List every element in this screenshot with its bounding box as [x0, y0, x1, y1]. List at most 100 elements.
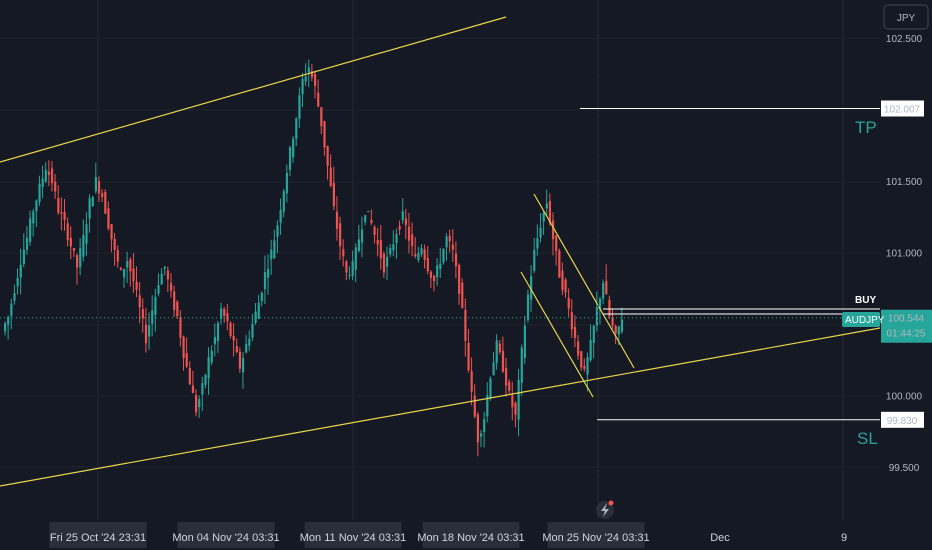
candle-body: [461, 282, 464, 308]
candle-body: [339, 223, 342, 247]
candle-body: [91, 197, 94, 207]
price-tick: 101.500: [886, 177, 923, 188]
candle-body: [301, 78, 304, 95]
candle-body: [254, 311, 257, 324]
candle-body: [88, 198, 91, 219]
countdown-tag: 01:44:25: [887, 329, 926, 340]
candles: [4, 59, 624, 457]
candle-body: [276, 225, 279, 237]
candle-body: [536, 238, 539, 249]
candle-body: [429, 271, 433, 278]
candle-body: [50, 168, 54, 184]
candle-body: [542, 212, 545, 222]
candle-body: [10, 303, 13, 316]
symbol-tag: AUDJPY: [845, 315, 885, 326]
candle-body: [144, 324, 148, 344]
candle-body: [279, 210, 282, 223]
time-label: Mon 11 Nov '24 03:31: [300, 532, 406, 544]
candle-body: [166, 270, 170, 280]
candle-body: [417, 253, 420, 261]
candle-body: [13, 293, 16, 301]
candle-body: [539, 227, 542, 238]
candle-body: [508, 382, 511, 391]
last-price-tag: 100.544: [888, 314, 925, 325]
candle-body: [608, 299, 611, 317]
buy-label: BUY: [855, 295, 876, 306]
candle-body: [473, 395, 476, 417]
candle-body: [304, 76, 307, 82]
sl-label: SL: [857, 429, 878, 448]
candle-body: [4, 323, 7, 332]
candle-body: [489, 378, 492, 398]
candle-body: [16, 277, 19, 287]
candle-body: [157, 285, 160, 294]
candle-body: [392, 244, 395, 251]
candle-body: [423, 249, 426, 260]
lightning-icon[interactable]: [596, 500, 614, 520]
candle-body: [232, 336, 235, 341]
candle-body: [351, 261, 354, 277]
candle-body: [154, 296, 157, 315]
candle-body: [138, 295, 141, 308]
candle-body: [592, 325, 595, 344]
candle-body: [182, 336, 185, 359]
level-tag-bg: [881, 100, 924, 117]
candle-body: [22, 249, 25, 264]
candle-body: [204, 375, 207, 385]
candle-body: [573, 326, 577, 338]
candle-body: [586, 357, 589, 375]
candle-body: [564, 279, 567, 293]
candle-body: [577, 341, 580, 356]
candle-body: [401, 211, 404, 221]
price-axis[interactable]: JPY 102.500 102.007 101.500 101.000 100.544 01…: [880, 0, 932, 520]
candle-body: [614, 325, 617, 334]
candle-body: [611, 317, 614, 326]
candle-body: [216, 323, 220, 341]
candle-body: [97, 181, 101, 194]
candle-body: [398, 225, 401, 230]
candle-body: [19, 264, 22, 278]
candle-body: [176, 301, 179, 317]
candle-body: [113, 238, 116, 250]
candle-body: [226, 313, 229, 322]
candle-body: [570, 312, 573, 330]
time-label: 9: [841, 532, 847, 544]
candle-body: [135, 281, 138, 291]
candle-body: [104, 191, 107, 214]
upper-channel-line: [0, 16, 507, 163]
candle-body: [292, 138, 295, 158]
candle-body: [132, 268, 135, 282]
candle-body: [220, 308, 223, 319]
candle-body: [310, 71, 314, 78]
candle-body: [386, 256, 389, 267]
level-tag: 99.830: [887, 416, 918, 427]
candle-body: [195, 395, 198, 413]
candle-body: [348, 275, 351, 277]
candle-body: [210, 350, 213, 363]
candle-body: [620, 319, 624, 332]
candle-body: [229, 322, 232, 337]
candle-body: [426, 257, 429, 272]
candle-body: [448, 235, 451, 242]
candle-body: [76, 255, 79, 268]
candle-body: [270, 249, 273, 260]
candle-body: [38, 183, 41, 202]
candle-body: [260, 292, 263, 302]
candle-body: [407, 226, 411, 241]
candle-body: [561, 270, 564, 291]
candle-body: [498, 343, 501, 352]
candle-body: [35, 200, 38, 212]
candle-body: [420, 248, 423, 255]
candle-body: [129, 259, 132, 272]
candle-body: [520, 347, 523, 383]
currency-box[interactable]: [883, 4, 929, 30]
candle-body: [110, 224, 113, 240]
candle-body: [245, 344, 248, 353]
candle-body: [395, 233, 398, 244]
time-label: Mon 18 Nov '24 03:31: [417, 532, 524, 544]
candle-body: [376, 240, 379, 245]
time-axis[interactable]: Fri 25 Oct '24 23:31 Mon 04 Nov '24 03:31…: [0, 500, 932, 550]
candle-body: [54, 181, 57, 192]
lower-channel-line: [0, 327, 881, 487]
